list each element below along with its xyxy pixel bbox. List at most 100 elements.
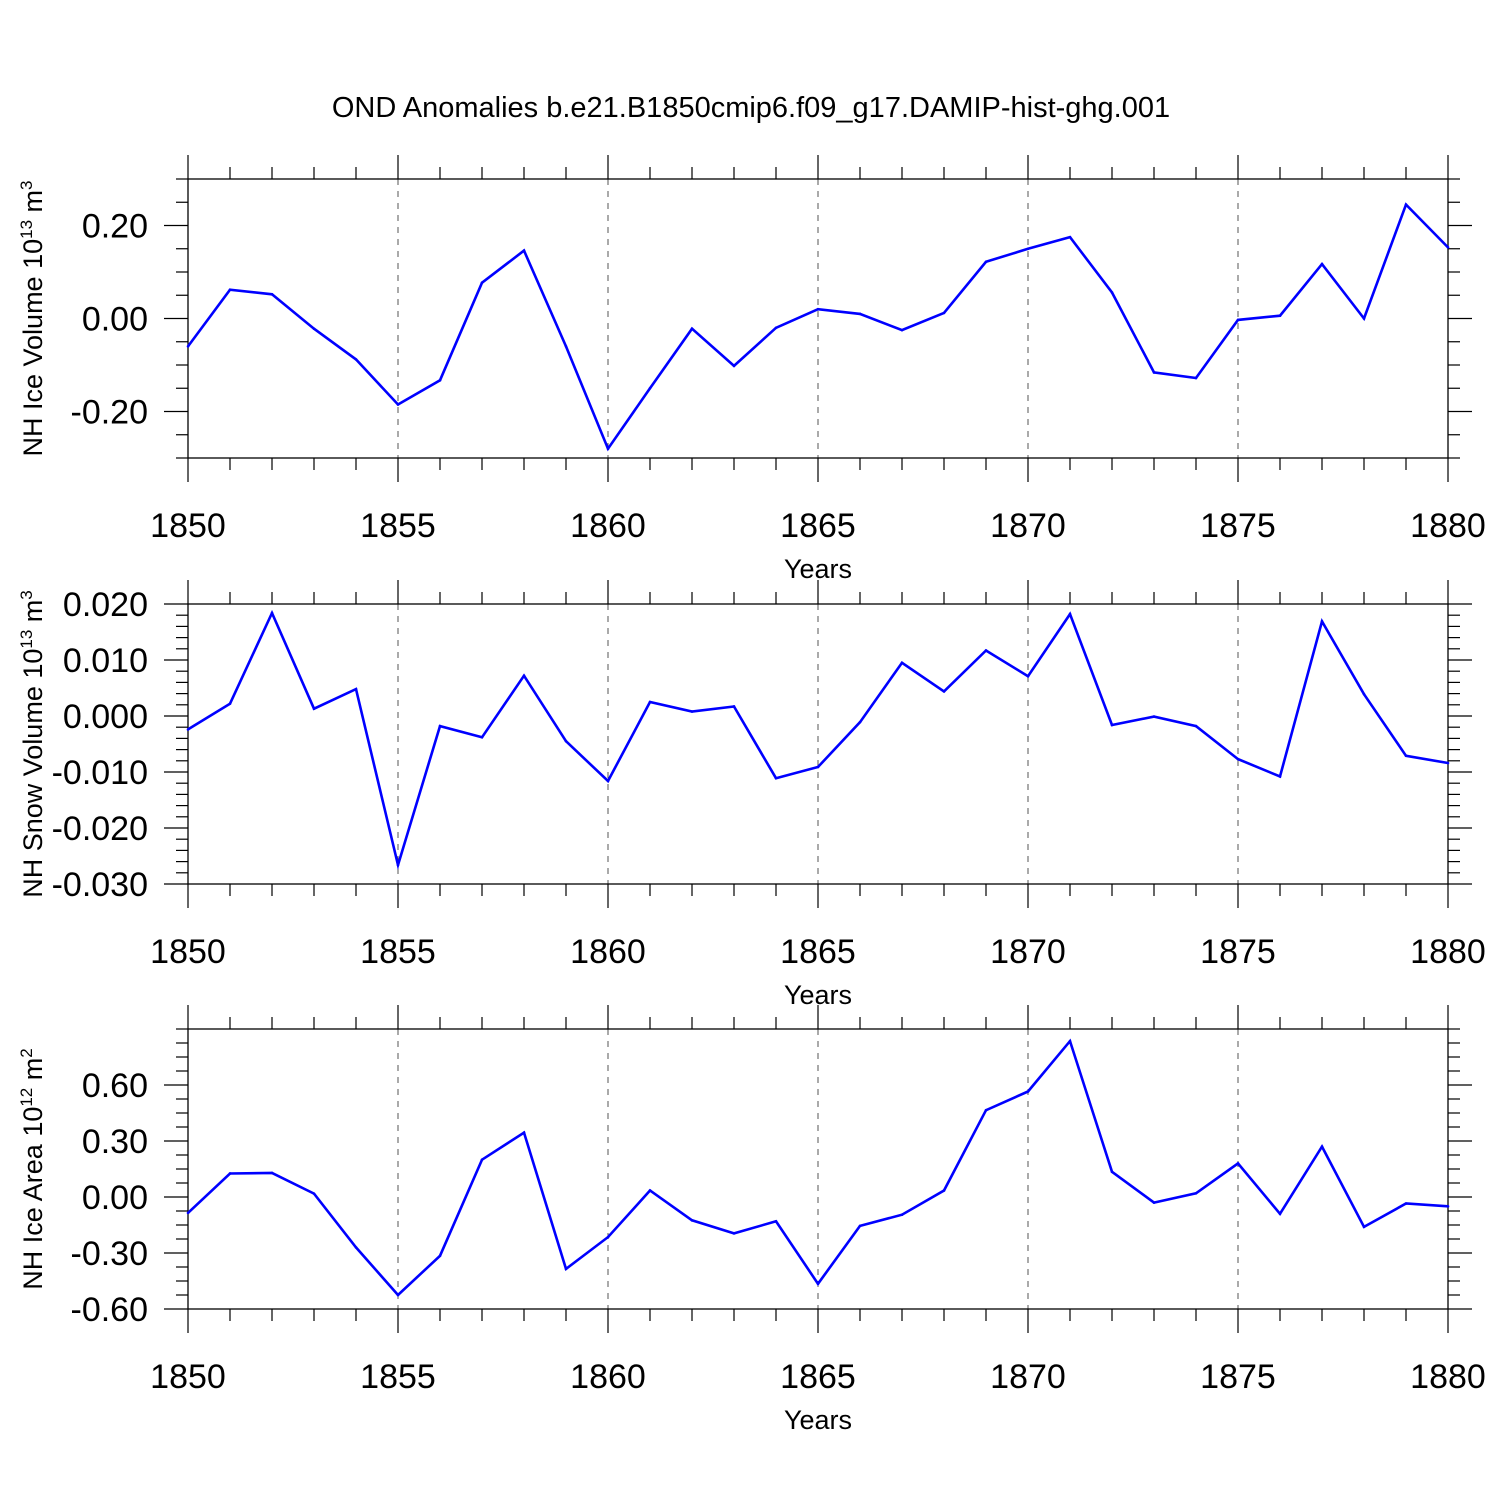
data-point [1026, 674, 1030, 678]
y-tick-label: -0.020 [52, 810, 148, 848]
data-point [1110, 291, 1114, 294]
data-point [1320, 620, 1324, 623]
data-point [774, 1219, 778, 1223]
data-point [606, 1235, 610, 1239]
data-point [438, 379, 442, 382]
data-point [606, 447, 610, 451]
data-point [690, 710, 694, 713]
data-point [270, 1171, 274, 1175]
data-point [1110, 723, 1114, 727]
y-tick-label: -0.30 [71, 1235, 149, 1273]
plot-frame [187, 178, 1449, 459]
data-point [270, 293, 274, 296]
y-tick-label: 0.60 [82, 1067, 148, 1105]
data-point [480, 735, 484, 739]
data-point [186, 728, 190, 731]
y-tick-label: 0.30 [82, 1123, 148, 1161]
x-tick-label: 1860 [570, 1358, 646, 1396]
data-point [858, 720, 862, 724]
data-point [1194, 376, 1198, 380]
y-axis-label-exponent: 12 [17, 1088, 36, 1107]
data-point [396, 863, 400, 867]
data-point [564, 739, 568, 743]
y-axis-label-unit-exponent: 3 [17, 590, 36, 599]
data-point [522, 249, 526, 252]
data-point [1446, 1205, 1450, 1208]
x-tick-label: 1860 [570, 507, 646, 545]
data-point [438, 724, 442, 728]
data-point [186, 345, 190, 348]
data-point [1446, 246, 1450, 249]
data-point [690, 327, 694, 331]
data-point [774, 776, 778, 780]
y-axis-label: NH Ice Area 1012 m2 [17, 1048, 48, 1289]
x-tick-label: 1865 [780, 1358, 856, 1396]
data-point [1278, 1212, 1282, 1216]
data-point [354, 358, 358, 361]
x-tick-label: 1855 [360, 507, 436, 545]
y-tick-label: -0.030 [52, 866, 148, 904]
data-point [228, 288, 232, 291]
data-point [1320, 262, 1324, 266]
x-tick-label: 1870 [990, 1358, 1066, 1396]
data-point [1446, 761, 1450, 765]
data-point [1152, 1201, 1156, 1204]
data-point [732, 1232, 736, 1235]
y-axis-label-exponent: 13 [17, 630, 36, 649]
y-tick-label: 0.010 [63, 642, 148, 680]
data-point [312, 707, 316, 711]
data-point [1026, 247, 1030, 251]
data-point [522, 1131, 526, 1134]
data-point [186, 1211, 190, 1215]
x-tick-label: 1875 [1200, 1358, 1276, 1396]
data-point [1194, 724, 1198, 728]
data-point [1362, 317, 1366, 320]
data-point [942, 690, 946, 693]
data-point [1152, 715, 1156, 718]
y-tick-label: 0.020 [63, 586, 148, 624]
data-point [942, 1189, 946, 1192]
y-tick-label: 0.00 [82, 1179, 148, 1217]
x-tick-label: 1880 [1410, 1358, 1486, 1396]
y-axis-label-unit: m [18, 190, 48, 220]
x-tick-label: 1880 [1410, 933, 1486, 971]
data-point [900, 661, 904, 665]
x-tick-label: 1880 [1410, 507, 1486, 545]
data-point [984, 649, 988, 652]
data-point [732, 364, 736, 368]
data-point [816, 765, 820, 769]
y-axis-label: NH Ice Volume 1013 m3 [17, 181, 48, 457]
y-axis-label-exponent: 13 [17, 220, 36, 239]
data-point [1278, 314, 1282, 318]
snow-volume-panel: 1850 1855 1860 1865 1870 1875 1880 -0.030 -0.020… [17, 580, 1486, 1010]
x-tick-label: 1855 [360, 1358, 436, 1396]
data-point [1152, 371, 1156, 374]
ice-area-panel: 1850 1855 1860 1865 1870 1875 1880 -0.60 -0.30 0.… [17, 1005, 1486, 1435]
data-point [942, 311, 946, 315]
data-point [1362, 1225, 1366, 1229]
data-point [1236, 1162, 1240, 1165]
data-point [1320, 1145, 1324, 1148]
ice-volume-panel: 1850 1855 1860 1865 1870 1875 1880 -0.20 0.00 0.2… [17, 155, 1486, 584]
data-point [438, 1254, 442, 1258]
y-axis-label-unit-exponent: 3 [17, 181, 36, 190]
y-axis-label-main: NH Ice Area 10 [18, 1107, 48, 1290]
plot-frame [187, 603, 1449, 885]
y-tick-label: -0.60 [71, 1291, 149, 1329]
x-tick-label: 1850 [150, 933, 226, 971]
y-axis-label: NH Snow Volume 1013 m3 [17, 590, 48, 898]
data-point [648, 700, 652, 704]
data-point [1068, 1039, 1072, 1043]
y-tick-label: 0.20 [82, 208, 148, 246]
data-point [900, 328, 904, 332]
x-tick-label: 1850 [150, 1358, 226, 1396]
data-point [858, 312, 862, 316]
y-axis-label-unit: m [18, 600, 48, 630]
y-axis-label-main: NH Ice Volume 10 [18, 239, 48, 457]
x-tick-label: 1875 [1200, 933, 1276, 971]
y-tick-label: 0.00 [82, 301, 148, 339]
data-point [1404, 1202, 1408, 1205]
data-point [1278, 775, 1282, 778]
